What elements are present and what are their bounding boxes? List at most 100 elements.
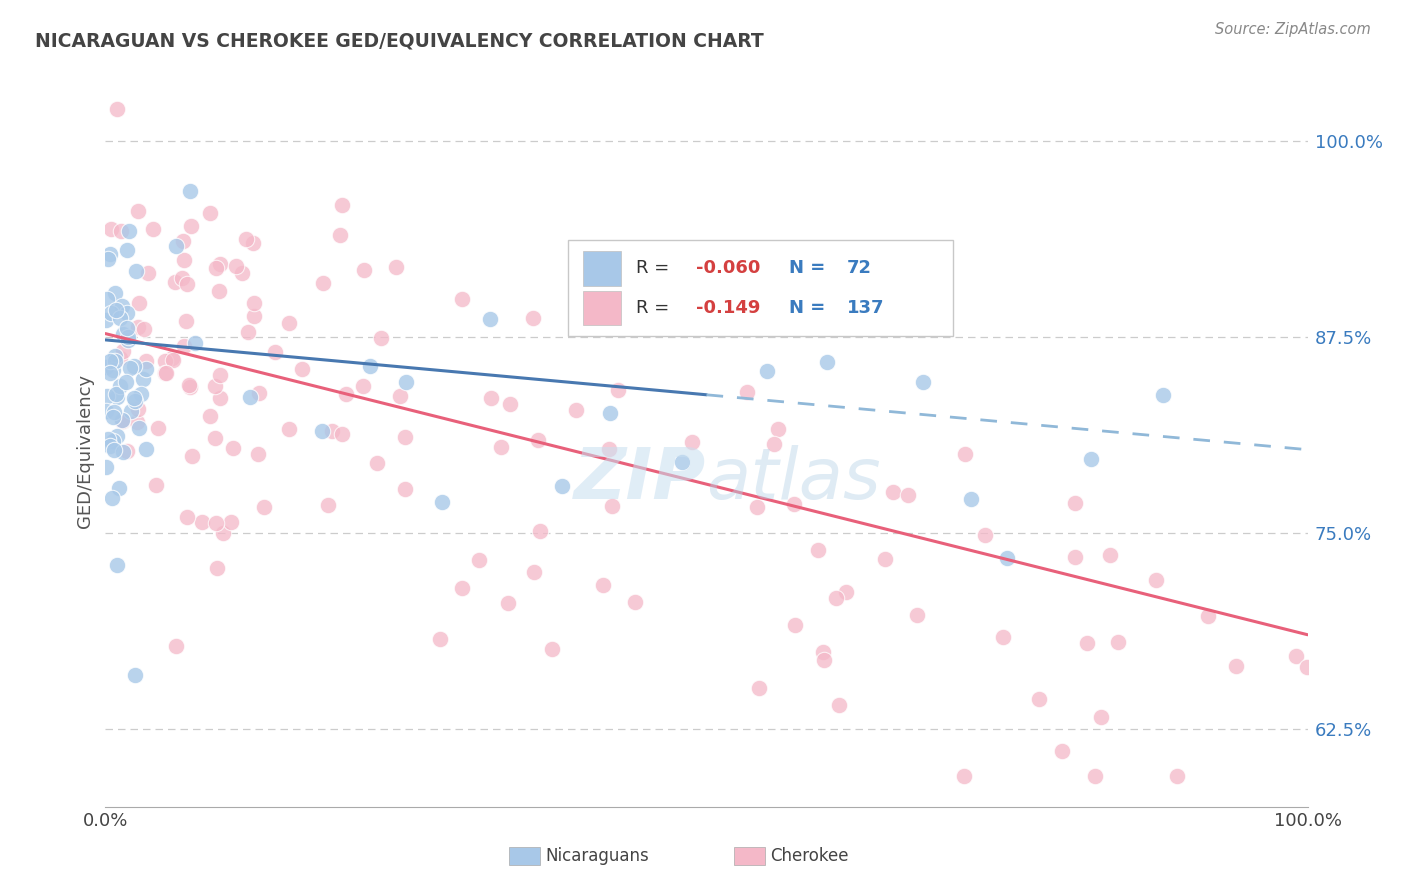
- Point: [111, 413, 134, 427]
- Text: R =: R =: [636, 260, 675, 277]
- Text: Cherokee: Cherokee: [770, 847, 849, 865]
- Point: [128, 421, 150, 435]
- Point: [94, 359, 117, 374]
- Point: [134, 322, 156, 336]
- Point: [135, 361, 157, 376]
- Point: [204, 260, 226, 275]
- Point: [108, 351, 131, 366]
- Point: [97, 252, 120, 267]
- Point: [974, 528, 997, 542]
- Point: [330, 426, 353, 441]
- Point: [103, 405, 125, 419]
- Point: [105, 558, 128, 572]
- Point: [173, 339, 195, 353]
- Point: [146, 420, 169, 434]
- Point: [602, 499, 624, 513]
- Point: [1296, 660, 1319, 674]
- Point: [96, 292, 118, 306]
- Point: [100, 222, 122, 236]
- Point: [236, 326, 259, 340]
- Bar: [509, 847, 540, 865]
- Point: [198, 409, 221, 424]
- Point: [117, 444, 139, 458]
- Point: [450, 292, 472, 306]
- Text: -0.149: -0.149: [696, 299, 761, 317]
- Bar: [734, 847, 765, 865]
- Point: [101, 434, 124, 448]
- Point: [105, 387, 128, 401]
- Point: [755, 364, 778, 378]
- Point: [105, 390, 128, 404]
- Point: [117, 244, 139, 258]
- Point: [278, 316, 301, 330]
- Point: [96, 389, 118, 403]
- Point: [671, 455, 693, 469]
- Point: [160, 351, 183, 366]
- Point: [100, 306, 122, 320]
- Point: [1084, 769, 1107, 783]
- Point: [807, 542, 830, 557]
- Point: [128, 296, 150, 310]
- Point: [162, 353, 184, 368]
- Point: [204, 379, 226, 393]
- Point: [209, 392, 232, 406]
- Point: [565, 403, 588, 417]
- Point: [118, 224, 141, 238]
- Point: [174, 313, 197, 327]
- Point: [1107, 635, 1129, 649]
- Point: [104, 349, 127, 363]
- Text: N =: N =: [789, 299, 832, 317]
- Point: [748, 681, 770, 695]
- Point: [479, 391, 502, 405]
- Point: [145, 477, 167, 491]
- Point: [111, 299, 134, 313]
- Point: [115, 305, 138, 319]
- Point: [112, 326, 135, 341]
- Point: [97, 432, 120, 446]
- Point: [111, 445, 134, 459]
- Point: [231, 266, 253, 280]
- Point: [243, 296, 266, 310]
- Point: [311, 277, 333, 291]
- Text: Nicaraguans: Nicaraguans: [546, 847, 650, 865]
- Point: [153, 366, 176, 380]
- Point: [107, 481, 129, 495]
- Point: [766, 422, 789, 436]
- Point: [132, 372, 155, 386]
- Point: [321, 424, 343, 438]
- Text: R =: R =: [636, 299, 675, 317]
- Point: [1285, 649, 1308, 664]
- Point: [110, 224, 132, 238]
- Point: [1197, 608, 1219, 623]
- Point: [131, 387, 153, 401]
- Point: [370, 331, 392, 345]
- Point: [529, 524, 551, 539]
- Text: 72: 72: [848, 260, 872, 277]
- Point: [606, 383, 628, 397]
- Point: [911, 376, 934, 390]
- Point: [219, 515, 242, 529]
- Point: [905, 607, 928, 622]
- Point: [94, 404, 117, 418]
- Point: [1225, 658, 1247, 673]
- Point: [318, 498, 340, 512]
- Point: [389, 389, 412, 403]
- Point: [813, 644, 835, 658]
- Point: [105, 428, 128, 442]
- Text: Source: ZipAtlas.com: Source: ZipAtlas.com: [1215, 22, 1371, 37]
- Point: [395, 375, 418, 389]
- Point: [551, 479, 574, 493]
- Point: [882, 485, 904, 500]
- Point: [208, 284, 231, 298]
- Point: [330, 198, 353, 212]
- Point: [1152, 388, 1174, 402]
- Point: [108, 379, 131, 393]
- Point: [329, 228, 352, 243]
- Point: [179, 380, 201, 394]
- Point: [247, 385, 270, 400]
- Point: [125, 415, 148, 429]
- Point: [366, 456, 388, 470]
- Point: [263, 345, 285, 359]
- Point: [335, 387, 357, 401]
- Point: [112, 344, 135, 359]
